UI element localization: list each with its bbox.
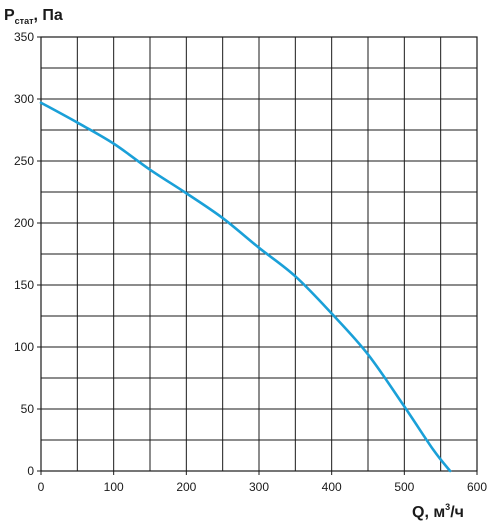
x-axis-title-suffix: /ч [450, 504, 464, 521]
series-line [39, 101, 452, 473]
y-tick-label: 50 [21, 402, 35, 416]
y-tick-label: 250 [14, 154, 34, 168]
y-axis-title-suffix: , Па [34, 7, 63, 24]
y-tick-label: 0 [27, 464, 34, 478]
chart-grid [37, 36, 478, 475]
y-tick-label: 300 [14, 92, 34, 106]
x-tick-label: 0 [38, 480, 45, 494]
x-axis-title-sup: 3 [445, 502, 450, 512]
y-axis-title-sub: стат [15, 16, 34, 26]
x-tick-label: 300 [249, 480, 269, 494]
y-tick-label: 350 [14, 30, 34, 44]
x-axis-title-main: Q, м [412, 504, 445, 521]
x-tick-label: 500 [394, 480, 414, 494]
x-tick-label: 600 [467, 480, 487, 494]
y-tick-label: 150 [14, 278, 34, 292]
series-layer [39, 101, 452, 473]
y-tick-label: 100 [14, 340, 34, 354]
x-tick-label: 200 [176, 480, 196, 494]
y-tick-label: 200 [14, 216, 34, 230]
x-tick-label: 100 [104, 480, 124, 494]
y-axis-title: Pстат, Па [4, 7, 63, 26]
y-tick-labels: 0 50 100 150 200 250 300 350 [14, 30, 34, 478]
x-tick-label: 400 [322, 480, 342, 494]
x-axis-title: Q, м3/ч [412, 502, 464, 521]
y-axis-title-main: P [4, 7, 15, 24]
x-tick-labels: 0 100 200 300 400 500 600 [38, 480, 488, 494]
